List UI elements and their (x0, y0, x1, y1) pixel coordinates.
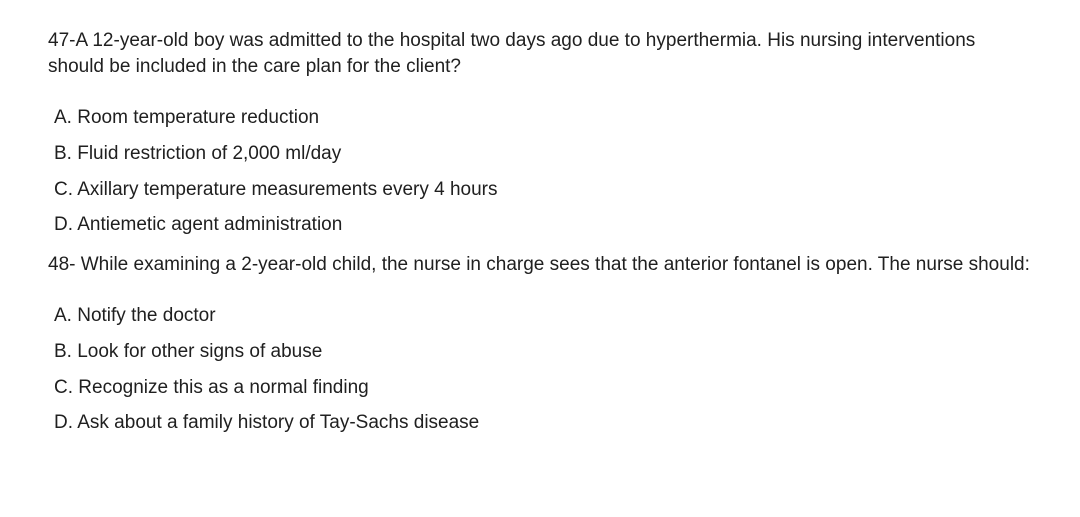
question-47-option-b[interactable]: B. Fluid restriction of 2,000 ml/day (54, 141, 1032, 167)
exam-page: 47-A 12-year-old boy was admitted to the… (0, 0, 1080, 470)
question-48-option-d[interactable]: D. Ask about a family history of Tay-Sac… (54, 410, 1032, 436)
question-47-option-d[interactable]: D. Antiemetic agent administration (54, 212, 1032, 238)
question-47-options: A. Room temperature reduction B. Fluid r… (48, 105, 1032, 238)
question-47-stem: 47-A 12-year-old boy was admitted to the… (48, 28, 1032, 79)
question-48-stem: 48- While examining a 2-year-old child, … (48, 252, 1032, 278)
question-47-option-c[interactable]: C. Axillary temperature measurements eve… (54, 177, 1032, 203)
question-48-option-a[interactable]: A. Notify the doctor (54, 303, 1032, 329)
question-47-option-a[interactable]: A. Room temperature reduction (54, 105, 1032, 131)
question-48-option-b[interactable]: B. Look for other signs of abuse (54, 339, 1032, 365)
question-48-options: A. Notify the doctor B. Look for other s… (48, 303, 1032, 436)
question-48-option-c[interactable]: C. Recognize this as a normal finding (54, 375, 1032, 401)
